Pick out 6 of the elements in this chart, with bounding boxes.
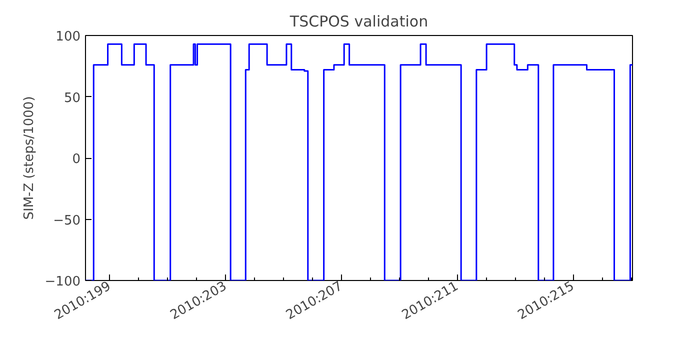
y-tick-label: −50 (53, 213, 81, 228)
y-tick-label: 50 (64, 90, 81, 106)
y-tick-label: 0 (72, 152, 81, 167)
y-axis-title: SIM-Z (steps/1000) (22, 96, 37, 220)
chart-title: TSCPOS validation (288, 12, 428, 30)
y-tick-label: 100 (56, 30, 81, 44)
